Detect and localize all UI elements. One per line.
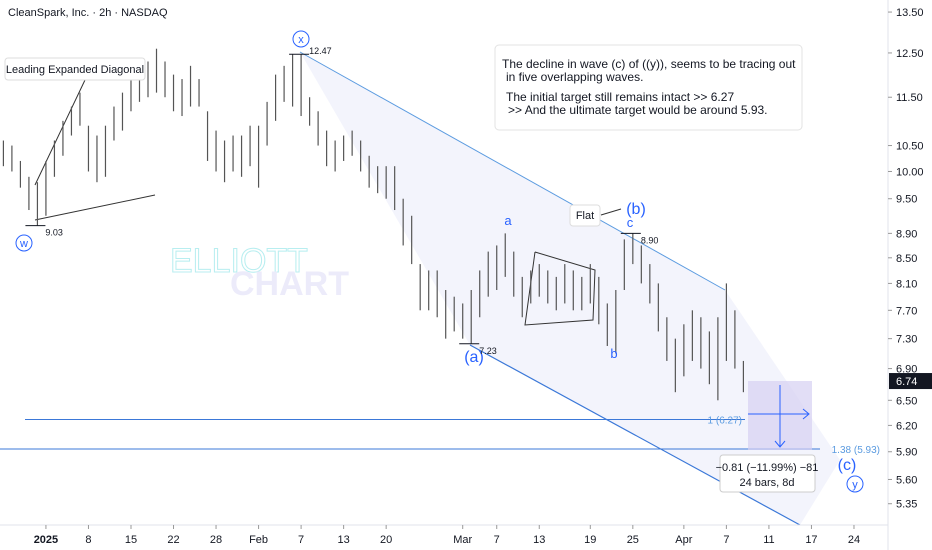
measure-text: 24 bars, 8d <box>739 477 794 489</box>
note: The initial target still remains intact … <box>506 90 734 104</box>
wave-circle <box>846 475 864 493</box>
plot <box>0 48 820 450</box>
x-tick-label: 15 <box>125 534 137 546</box>
pivot-label: 8.90 <box>641 235 659 245</box>
triangle <box>524 251 596 326</box>
y-tick-label: 13.50 <box>896 7 924 19</box>
y-tick-label: 9.50 <box>896 194 917 206</box>
y-tick-label: 7.30 <box>896 334 917 346</box>
wave-label: b <box>610 346 617 361</box>
chart-title: CleanSpark, Inc. · 2h · NASDAQ <box>8 7 168 19</box>
note-arrow <box>600 208 622 216</box>
y-tick-label: 6.20 <box>896 420 917 432</box>
wave-label: (c) <box>838 457 857 474</box>
note-box <box>494 44 803 131</box>
wave-label: (a) <box>464 349 484 366</box>
y-tick-label: 10.00 <box>896 166 924 178</box>
pivot-label: 9.03 <box>45 228 63 238</box>
wave-circle <box>292 30 310 48</box>
x-tick-label: 19 <box>584 534 596 546</box>
note: Leading Expanded Diagonal <box>6 64 144 76</box>
channel-fill <box>300 52 840 525</box>
y-tick-label: 11.50 <box>896 92 923 104</box>
last-price-tag <box>889 373 932 390</box>
watermark: CHART <box>230 265 349 303</box>
measure-text: −0.81 (−11.99%) −81 <box>716 462 819 474</box>
y-tick-label: 12.50 <box>896 48 924 60</box>
watermark: ELLIOTT <box>170 242 308 280</box>
x-tick-label: 13 <box>338 534 350 546</box>
x-tick-label: 8 <box>85 534 91 546</box>
y-tick-label: 6.50 <box>896 395 917 407</box>
x-tick-label: 24 <box>848 534 860 546</box>
wave-circle <box>15 234 33 252</box>
x-tick-label: 7 <box>723 534 729 546</box>
y-tick-label: 8.90 <box>896 228 917 240</box>
x-tick-label: 25 <box>627 534 639 546</box>
wave-label: (b) <box>626 201 646 218</box>
wave-label: y <box>852 479 858 491</box>
note: The decline in wave (c) of ((y)), seems … <box>502 57 796 71</box>
y-tick-label: 8.10 <box>896 278 917 290</box>
x-tick-label: 22 <box>167 534 179 546</box>
x-tick-label: 7 <box>494 534 500 546</box>
x-tick-label: 28 <box>210 534 222 546</box>
y-tick-label: 5.35 <box>896 499 917 511</box>
note-box <box>4 57 146 81</box>
channel-line <box>299 51 726 291</box>
measure-box <box>719 454 816 493</box>
y-tick-label: 7.70 <box>896 305 917 317</box>
y-tick-label: 8.50 <box>896 253 917 265</box>
pivot-label: 7.23 <box>479 346 497 356</box>
x-tick-label: 2025 <box>34 534 58 546</box>
y-tick-label: 5.90 <box>896 447 917 459</box>
note: >> And the ultimate target would be arou… <box>508 103 768 117</box>
price-axis <box>888 0 932 550</box>
x-tick-label: Feb <box>249 534 268 546</box>
y-tick-label: 5.60 <box>896 474 917 486</box>
pivot-label: 12.47 <box>309 46 332 56</box>
y-tick-label: 6.90 <box>896 364 917 376</box>
diagonal-line <box>34 79 86 186</box>
measure-arrow <box>802 408 810 420</box>
x-tick-label: 17 <box>805 534 817 546</box>
measure-arrow <box>774 440 786 448</box>
note-box <box>569 204 601 227</box>
x-tick-label: Mar <box>453 534 472 546</box>
x-tick-label: 13 <box>533 534 545 546</box>
level-label: 1 (6.27) <box>708 415 742 426</box>
note: in five overlapping waves. <box>506 70 643 84</box>
last-price-label: 6.74 <box>896 376 917 388</box>
level-label: 1.38 (5.93) <box>832 445 880 456</box>
x-tick-label: 11 <box>763 534 774 546</box>
wave-label: w <box>19 238 28 250</box>
diagonal-line <box>34 194 156 221</box>
channel-line <box>469 344 801 526</box>
x-tick-label: Apr <box>675 534 692 546</box>
wave-label: a <box>504 213 512 228</box>
x-tick-label: 7 <box>298 534 304 546</box>
wave-label: c <box>627 215 634 230</box>
y-tick-label: 10.50 <box>896 141 924 153</box>
x-tick-label: 20 <box>380 534 392 546</box>
note: Flat <box>576 210 594 222</box>
wave-label: x <box>298 34 304 46</box>
